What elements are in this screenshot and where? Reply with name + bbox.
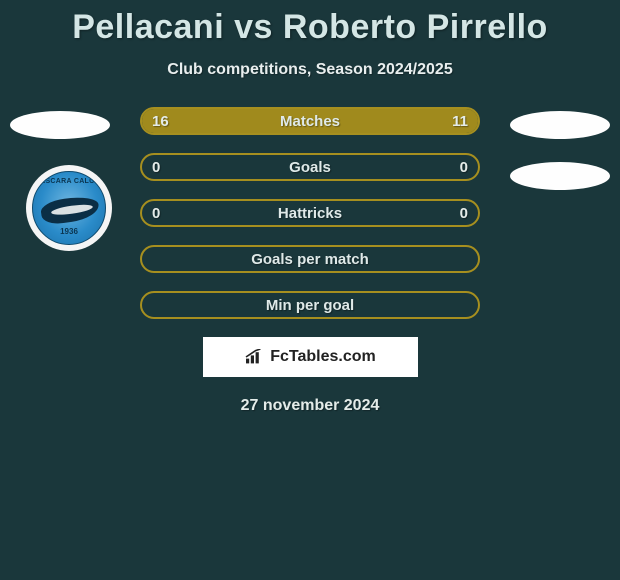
player-photo-placeholder-left (10, 111, 110, 139)
comparison-content: PESCARA CALCIO 1936 16 Matches 11 0 Goals 0 0 H… (0, 107, 620, 415)
stat-row: 16 Matches 11 (140, 107, 480, 135)
stat-label: Hattricks (278, 205, 342, 222)
club-logo-graphic (40, 194, 101, 226)
stat-label: Min per goal (266, 297, 354, 314)
stat-rows: 16 Matches 11 0 Goals 0 0 Hattricks 0 Goals per m… (140, 107, 480, 319)
footer-brand: FcTables.com (270, 348, 376, 366)
stat-value-left: 0 (152, 159, 160, 176)
stat-value-right: 0 (460, 159, 468, 176)
stat-value-left: 16 (152, 113, 169, 130)
stat-value-right: 0 (460, 205, 468, 222)
stat-label: Goals (289, 159, 331, 176)
stat-label: Goals per match (251, 251, 369, 268)
bar-chart-icon (244, 349, 264, 365)
footer-date: 27 november 2024 (0, 397, 620, 415)
stat-row: 0 Goals 0 (140, 153, 480, 181)
club-logo-year: 1936 (60, 227, 78, 236)
player-photo-placeholder-right (510, 111, 610, 139)
club-photo-placeholder-right (510, 162, 610, 190)
stat-row: 0 Hattricks 0 (140, 199, 480, 227)
footer-badge: FcTables.com (203, 337, 418, 377)
club-logo-text: PESCARA CALCIO (36, 178, 103, 185)
club-logo-left: PESCARA CALCIO 1936 (26, 165, 112, 251)
stat-value-left: 0 (152, 205, 160, 222)
stat-value-right: 11 (452, 113, 468, 130)
stat-label: Matches (280, 113, 340, 130)
stat-row: Goals per match (140, 245, 480, 273)
page-title: Pellacani vs Roberto Pirrello (0, 0, 620, 47)
stat-row: Min per goal (140, 291, 480, 319)
subtitle: Club competitions, Season 2024/2025 (0, 61, 620, 79)
